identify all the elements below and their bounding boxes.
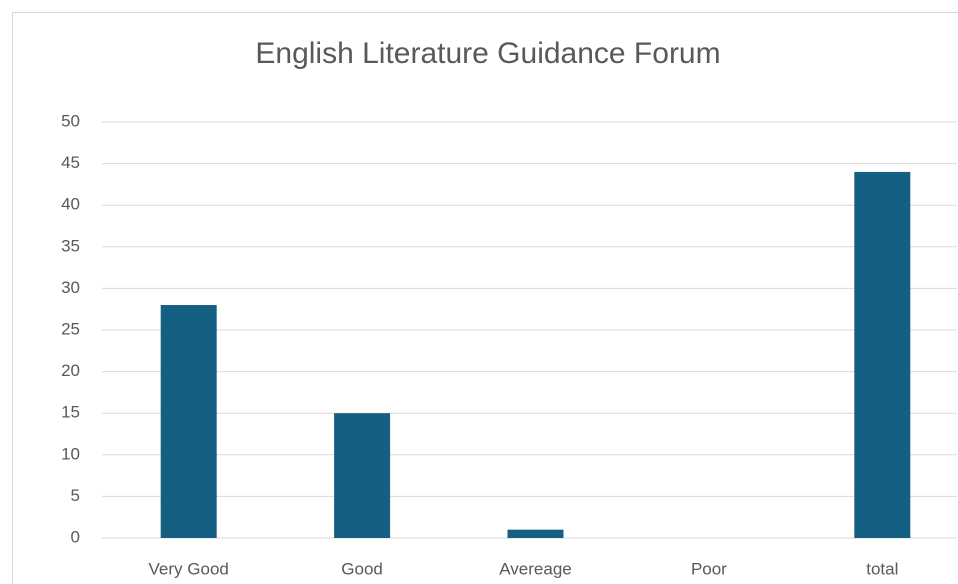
y-tick-label: 30: [61, 278, 80, 297]
y-tick-label: 25: [61, 319, 80, 338]
x-tick-label: Good: [341, 559, 383, 578]
x-tick-label: Avereage: [499, 559, 571, 578]
x-tick-label: total: [866, 559, 898, 578]
chart-border: [12, 12, 958, 584]
y-tick-label: 15: [61, 403, 80, 422]
bar: [854, 171, 911, 539]
y-tick-label: 20: [61, 361, 80, 380]
bar: [334, 413, 391, 538]
bar: [160, 305, 217, 538]
y-tick-label: 5: [71, 486, 80, 505]
bar: [507, 529, 564, 538]
y-tick-label: 45: [61, 153, 80, 172]
y-tick-label: 35: [61, 236, 80, 255]
y-tick-label: 50: [61, 111, 80, 130]
x-tick-label: Very Good: [149, 559, 229, 578]
y-tick-label: 0: [71, 527, 80, 546]
y-tick-label: 40: [61, 195, 80, 214]
y-tick-label: 10: [61, 444, 80, 463]
x-tick-label: Poor: [691, 559, 727, 578]
chart-title: English Literature Guidance Forum: [255, 37, 720, 70]
